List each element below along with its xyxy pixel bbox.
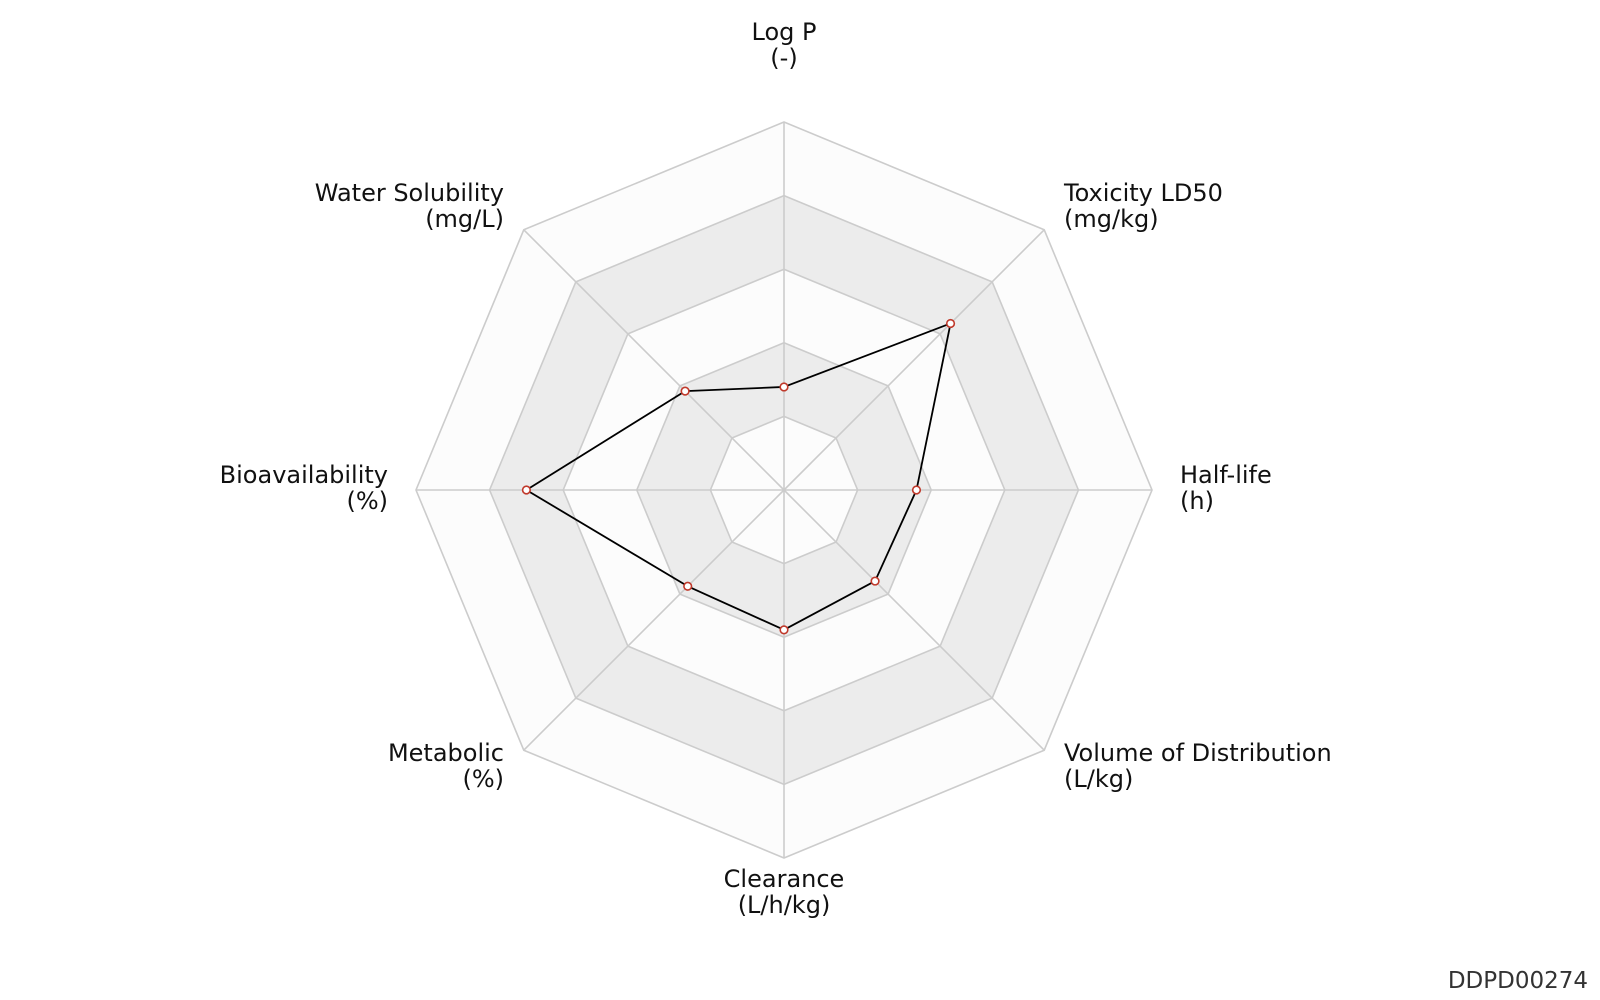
compound-id: DDPD00274: [1447, 968, 1588, 994]
axis-unit-label: (mg/kg): [1064, 205, 1159, 233]
data-point: [680, 386, 690, 396]
axis-unit-label: (%): [346, 487, 388, 515]
axis-label: Volume of Distribution: [1064, 739, 1332, 767]
axis-unit-label: (h): [1180, 487, 1214, 515]
data-point: [779, 382, 789, 392]
axis-unit-label: (-): [770, 44, 797, 72]
axis-label: Toxicity LD50: [1063, 179, 1223, 207]
axis-label: Half-life: [1180, 461, 1272, 489]
axis-labels: Log P(-) Toxicity LD50(mg/kg) Half-life(h)…: [220, 18, 1332, 919]
radar-spoke: [783, 229, 1045, 491]
data-point: [945, 318, 956, 329]
axis-unit-label: (mg/L): [425, 205, 504, 233]
axis-unit-label: (L/kg): [1064, 765, 1133, 793]
data-point: [521, 485, 532, 495]
data-point: [683, 581, 693, 591]
axis-unit-label: (%): [462, 765, 504, 793]
axis-unit-label: (L/h/kg): [738, 891, 831, 919]
radar-spoke: [523, 489, 785, 751]
radar-series: [521, 318, 956, 635]
axis-label: Clearance: [724, 865, 845, 893]
radar-spokes: [416, 122, 1152, 858]
axis-label: Bioavailability: [220, 461, 388, 489]
axis-label: Log P: [752, 18, 817, 46]
radar-spoke: [523, 229, 785, 491]
data-point: [779, 625, 789, 635]
axis-label: Metabolic: [388, 739, 504, 767]
data-point: [870, 576, 880, 586]
data-point: [911, 485, 922, 495]
radar-spoke: [783, 489, 1045, 751]
axis-label: Water Solubility: [315, 179, 504, 207]
